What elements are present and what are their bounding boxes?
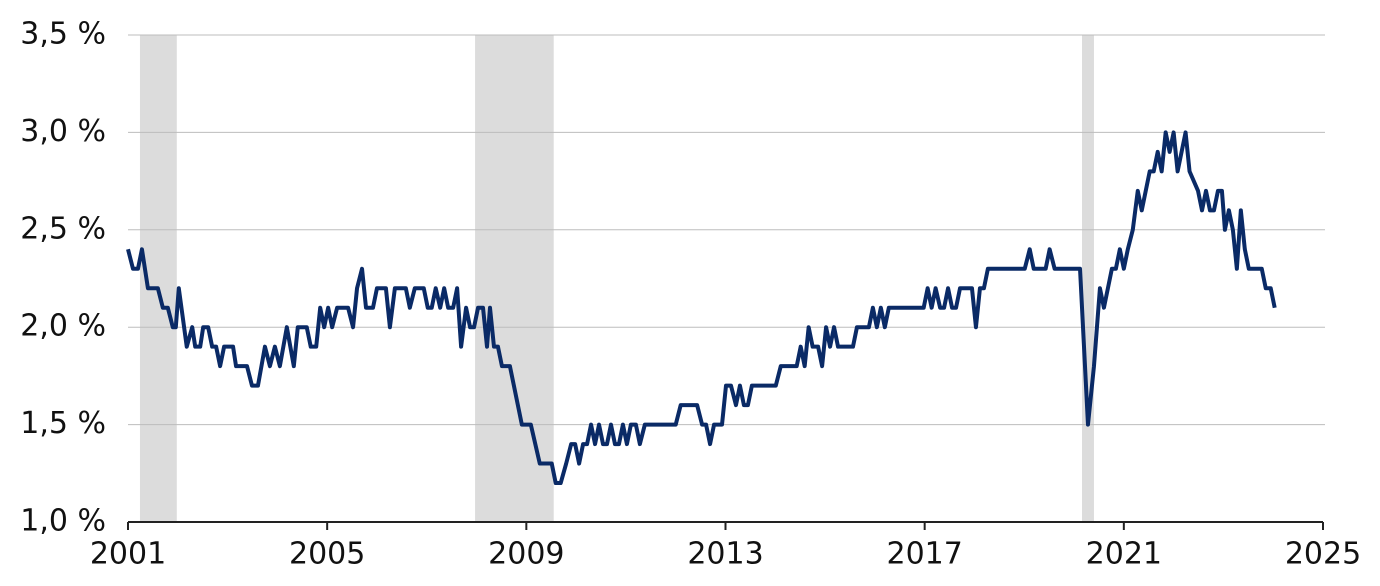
recession-band [1082, 35, 1094, 522]
x-tick-label: 2021 [1086, 537, 1162, 572]
x-tick-label: 2009 [488, 537, 564, 572]
y-tick-label: 2,0 % [20, 309, 106, 344]
recession-band [475, 35, 554, 522]
x-tick-label: 2013 [687, 537, 763, 572]
y-tick-label: 3,0 % [20, 114, 106, 149]
y-tick-label: 1,0 % [20, 504, 106, 539]
x-tick-label: 2001 [90, 537, 166, 572]
y-tick-label: 1,5 % [20, 406, 106, 441]
y-tick-label: 2,5 % [20, 211, 106, 246]
y-tick-label: 3,5 % [20, 17, 106, 52]
x-tick-label: 2005 [289, 537, 365, 572]
x-tick-label: 2025 [1285, 537, 1361, 572]
data-line [126, 130, 1277, 486]
x-tick-label: 2017 [886, 537, 962, 572]
